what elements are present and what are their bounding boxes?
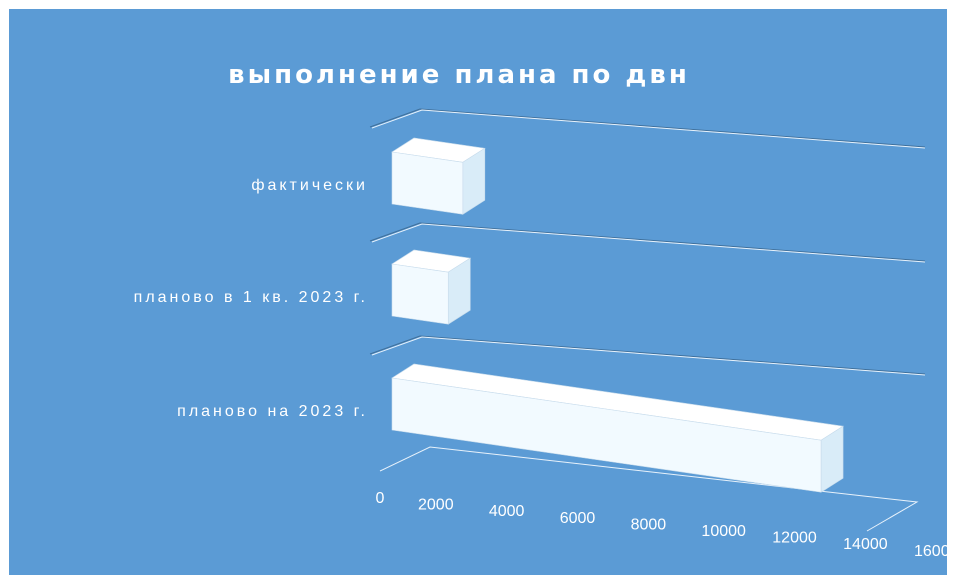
bar-front-face: [391, 151, 464, 215]
floor-plane: [379, 446, 919, 532]
tick-label: 6000: [560, 510, 596, 527]
tick-label: 12000: [772, 530, 817, 547]
tick-label: 10000: [701, 523, 746, 540]
gridline: [369, 222, 926, 262]
bar: [391, 363, 844, 493]
chart-title: выполнение плана по двн: [228, 60, 690, 90]
x-axis-ticks: 0 2000 4000 6000 8000 10000 12000 14000 16000: [376, 490, 947, 560]
tick-label: 8000: [631, 516, 667, 533]
bar: [391, 249, 472, 325]
category-label: планово на 2023 г.: [177, 403, 368, 420]
bar-front-face: [391, 377, 822, 493]
gridline: [369, 108, 926, 148]
tick-label: 2000: [418, 497, 454, 514]
bars: [391, 137, 844, 493]
bar-front-face: [391, 263, 449, 325]
tick-label: 14000: [843, 536, 888, 553]
category-label: фактически: [251, 177, 368, 194]
category-label: планово в 1 кв. 2023 г.: [134, 289, 368, 306]
gridline-highlight: [371, 223, 926, 263]
tick-label: 4000: [489, 503, 525, 520]
bar-chart: выполнение плана по двн фактически планов…: [134, 60, 947, 560]
tick-label: 16000: [914, 543, 947, 560]
gridline-highlight: [371, 336, 926, 376]
tick-label: 0: [376, 490, 385, 507]
category-labels: фактически планово в 1 кв. 2023 г. планово…: [134, 177, 368, 420]
chart-panel: выполнение плана по двн фактически планов…: [9, 9, 947, 575]
gridline-highlight: [371, 109, 926, 149]
bar: [391, 137, 486, 215]
gridline: [369, 335, 926, 375]
gridlines: [369, 108, 926, 532]
